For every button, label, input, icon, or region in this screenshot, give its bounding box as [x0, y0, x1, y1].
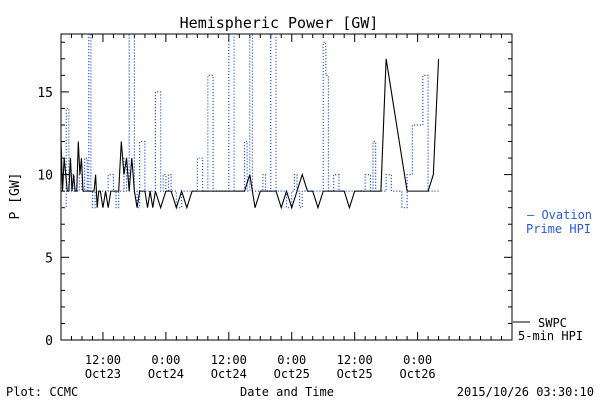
x-tick-date-label: Oct23: [85, 367, 121, 381]
series-line-swpc: [61, 58, 440, 210]
x-tick-time-label: 0:00: [277, 353, 306, 367]
x-tick-time-label: 0:00: [151, 353, 180, 367]
x-tick-date-label: Oct25: [337, 367, 373, 381]
y-tick-label: 5: [45, 251, 53, 266]
x-tick-date-label: Oct25: [274, 367, 310, 381]
x-tick-time-label: 12:00: [211, 353, 247, 367]
x-axis-ticks: 12:00Oct230:00Oct2412:00Oct240:00Oct2512…: [60, 34, 513, 381]
chart-title: Hemispheric Power [GW]: [180, 14, 379, 32]
x-tick-time-label: 12:00: [85, 353, 121, 367]
plot-frame: [60, 33, 513, 341]
legend-swpc-label-line1: SWPC: [538, 316, 567, 330]
y-tick-label: 15: [37, 86, 53, 101]
footer-credit: Plot: CCMC: [6, 385, 78, 399]
y-tick-label: 0: [45, 334, 53, 349]
legend-ovation-label-line2: Prime HPI: [526, 222, 591, 236]
legend-swpc-label-line2: 5-min HPI: [518, 329, 583, 343]
x-tick-date-label: Oct24: [148, 367, 184, 381]
x-tick-date-label: Oct24: [211, 367, 247, 381]
series-layer: [61, 34, 440, 210]
footer-timestamp: 2015/10/26 03:30:10: [457, 385, 594, 399]
legend-ovation-label-line1: — Ovation: [527, 208, 592, 222]
x-tick-time-label: 0:00: [403, 353, 432, 367]
x-tick-date-label: Oct26: [400, 367, 436, 381]
x-axis-label: Date and Time: [240, 385, 334, 399]
y-tick-label: 10: [37, 169, 53, 184]
y-axis-label: P [GW]: [8, 173, 23, 220]
y-axis-ticks: 0 5 10 15: [37, 41, 512, 349]
x-tick-time-label: 12:00: [337, 353, 373, 367]
legend: — Ovation Prime HPI SWPC 5-min HPI: [513, 208, 592, 343]
